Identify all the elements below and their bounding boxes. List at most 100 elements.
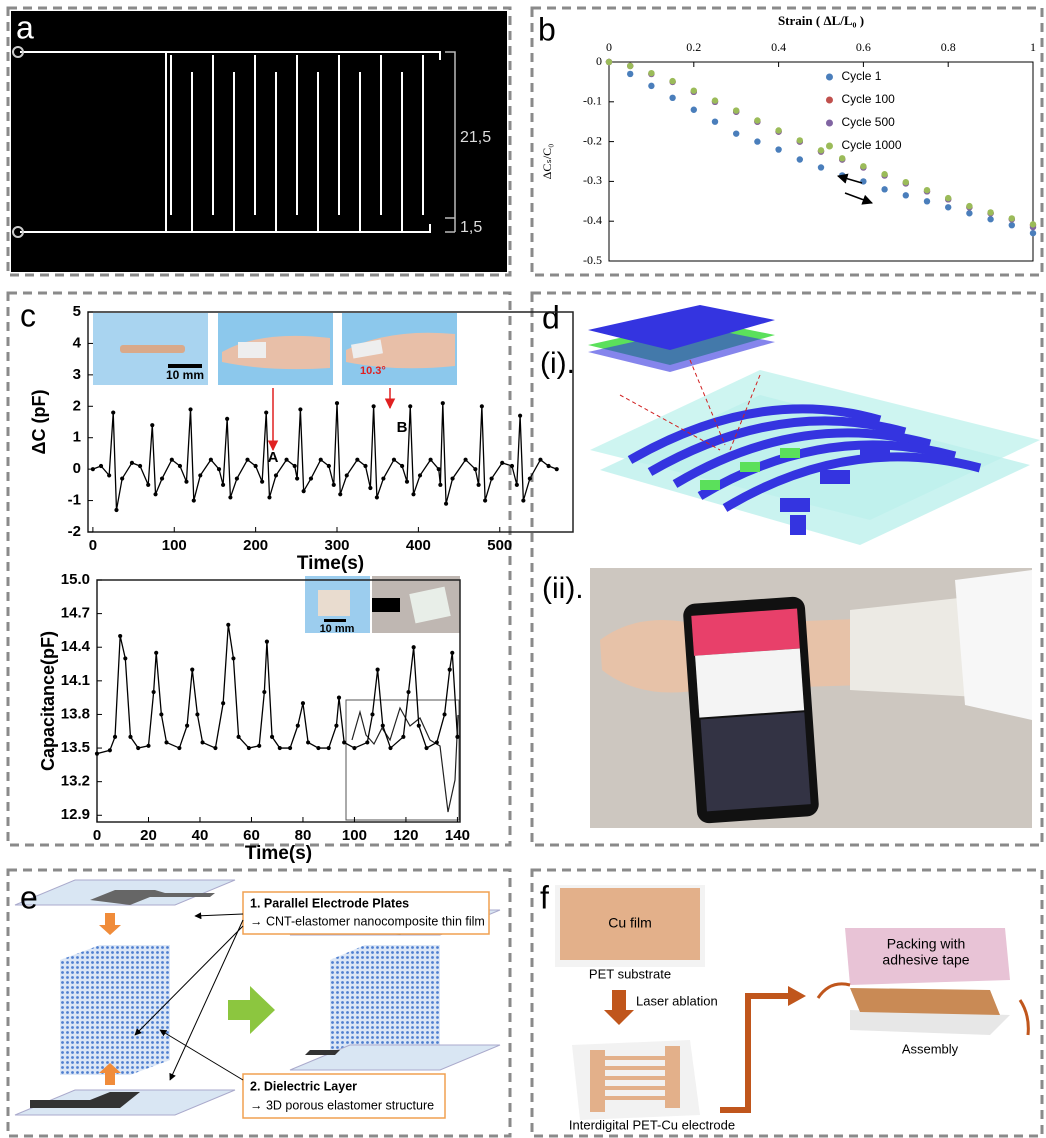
x-tick-label: 20: [140, 827, 157, 844]
label: adhesive tape: [882, 952, 969, 968]
x-tick-label: 200: [243, 537, 268, 554]
x-tick-label: 500: [487, 537, 512, 554]
x-tick-label: 120: [393, 827, 418, 844]
point: [754, 138, 760, 144]
y-axis-label: Capacitance(pF): [38, 631, 58, 771]
y-tick-label: 13.8: [61, 705, 90, 722]
part-label: (i).: [540, 347, 575, 380]
y-tick-label: 5: [73, 303, 81, 320]
y-tick-label: 2: [73, 397, 81, 414]
point: [648, 70, 654, 76]
y-tick-label: 1: [73, 429, 81, 446]
legend-label: Cycle 1000: [841, 138, 901, 152]
box-text: → CNT-elastomer nanocomposite thin film: [250, 914, 485, 928]
y-tick-label: -2: [68, 523, 81, 540]
point: [924, 198, 930, 204]
point: [839, 155, 845, 161]
point: [1030, 230, 1036, 236]
y-axis-label: ΔCₛ/C₀: [540, 144, 554, 180]
y-tick-label: 13.5: [61, 739, 90, 756]
point: [818, 147, 824, 153]
line: [97, 625, 457, 754]
point: [903, 192, 909, 198]
x-tick-label: 0.2: [686, 40, 701, 54]
point: [775, 146, 781, 152]
y-tick-label: 15.0: [61, 571, 90, 588]
point: [606, 59, 612, 65]
x-tick-label: 0: [606, 40, 612, 54]
x-tick-label: 100: [162, 537, 187, 554]
x-tick-label: 80: [295, 827, 312, 844]
point: [627, 63, 633, 69]
figure: a 21,5 1,5 b 10 mm 10.3° A B 10 mm c d (…: [0, 0, 1046, 1138]
y-tick-label: -0.4: [583, 213, 602, 227]
point: [966, 210, 972, 216]
y-tick-label: 14.4: [61, 638, 91, 655]
x-tick-label: 0.8: [941, 40, 956, 54]
point: [987, 209, 993, 215]
y-tick-label: -1: [68, 492, 81, 509]
legend-label: Cycle 500: [841, 115, 895, 129]
point: [712, 119, 718, 125]
legend-label: Cycle 1: [841, 69, 881, 83]
point: [860, 163, 866, 169]
point: [712, 97, 718, 103]
point: [945, 204, 951, 210]
point: [818, 164, 824, 170]
box-title: 1. Parallel Electrode Plates: [250, 896, 409, 910]
label: PET substrate: [589, 966, 671, 981]
panel-f: f Cu film PET substrate Laser ablation I…: [540, 879, 1028, 1132]
x-tick-label: 140: [445, 827, 470, 844]
scale-bar: 10 mm: [166, 368, 204, 382]
box-title: 2. Dielectric Layer: [250, 1079, 357, 1093]
point: [881, 186, 887, 192]
x-tick-label: 0.6: [856, 40, 871, 54]
point: [691, 107, 697, 113]
x-tick-label: 0.4: [771, 40, 786, 54]
point: [648, 83, 654, 89]
panel-d: d (i). (ii).: [540, 299, 1040, 828]
point-label: B: [397, 419, 408, 436]
legend-marker: [826, 74, 833, 81]
x-tick-label: 0: [93, 827, 101, 844]
x-tick-label: 60: [243, 827, 260, 844]
panel-label: c: [20, 297, 36, 333]
dimension: 21,5: [460, 129, 491, 146]
y-tick-label: 12.9: [61, 806, 90, 823]
point: [733, 107, 739, 113]
point: [1009, 222, 1015, 228]
scale-bar: 10 mm: [320, 623, 355, 635]
panel-label: b: [538, 11, 556, 47]
label: Assembly: [902, 1041, 959, 1056]
point: [669, 78, 675, 84]
part-label: (ii).: [542, 572, 584, 605]
point: [797, 156, 803, 162]
point: [903, 179, 909, 185]
y-axis-label: ΔC (pF): [29, 390, 49, 455]
arrow: [838, 176, 862, 183]
arrow: [845, 193, 872, 203]
point: [924, 187, 930, 193]
panel-label: d: [542, 299, 560, 335]
y-tick-label: -0.3: [583, 173, 602, 187]
x-tick-label: 1: [1030, 40, 1036, 54]
angle-label: 10.3°: [360, 365, 386, 377]
point: [669, 95, 675, 101]
legend-marker: [826, 97, 833, 104]
panel-label: e: [20, 879, 38, 915]
point: [754, 117, 760, 123]
x-axis-label: Time(s): [245, 843, 312, 864]
x-tick-label: 300: [324, 537, 349, 554]
x-tick-label: 0: [89, 537, 97, 554]
point: [860, 178, 866, 184]
point: [1009, 215, 1015, 221]
dimension: 1,5: [460, 219, 482, 236]
x-tick-label: 40: [192, 827, 209, 844]
panel-a: a 21,5 1,5: [11, 9, 507, 272]
y-tick-label: 3: [73, 366, 81, 383]
point-label: A: [268, 449, 279, 466]
point: [627, 71, 633, 77]
point: [691, 87, 697, 93]
box-text: → 3D porous elastomer structure: [250, 1098, 434, 1112]
panel-label: a: [16, 9, 34, 45]
